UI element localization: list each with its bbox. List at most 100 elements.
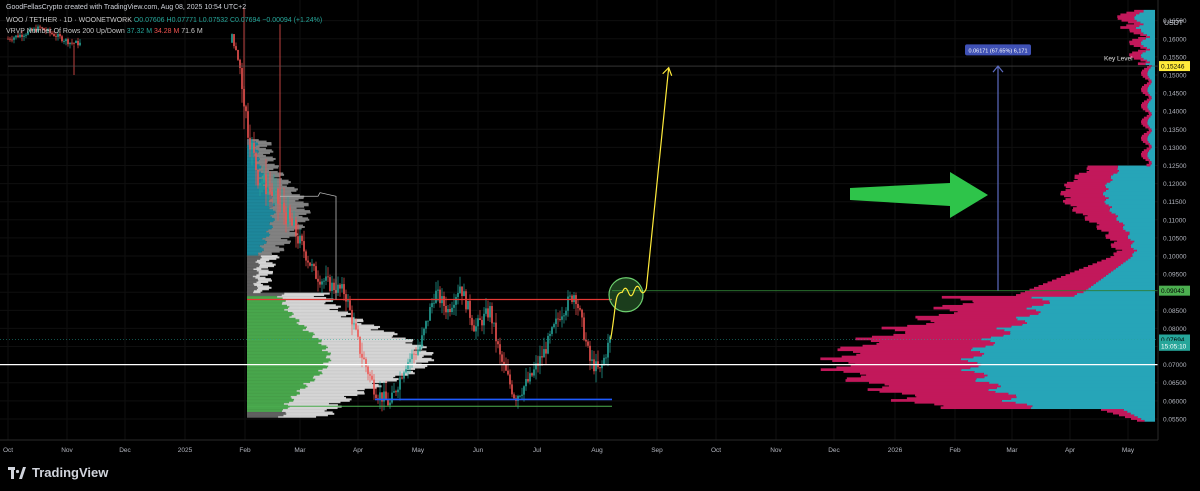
vp-left-row-up bbox=[247, 205, 273, 208]
time-tick-label: Jun bbox=[473, 447, 484, 454]
vp-left-row-up bbox=[247, 276, 256, 279]
price-tick-label: 0.14500 bbox=[1163, 91, 1187, 98]
vp-row-up bbox=[1074, 294, 1155, 297]
price-label-bg bbox=[1159, 61, 1190, 72]
vp-row-down bbox=[1086, 170, 1118, 174]
candle-body bbox=[259, 183, 261, 186]
vp-left-row-up bbox=[247, 330, 309, 333]
price-tick-label: 0.11500 bbox=[1163, 199, 1186, 206]
vp-row-down bbox=[1148, 94, 1152, 98]
candle-body bbox=[497, 341, 499, 345]
vp-row-up bbox=[1135, 26, 1155, 29]
vp-left-row-up bbox=[247, 153, 255, 156]
candle-body bbox=[381, 392, 383, 402]
vp-left-row-down bbox=[254, 283, 263, 286]
candle-body bbox=[565, 310, 567, 316]
vp-row-down bbox=[1065, 185, 1106, 189]
vp-left-row-up bbox=[247, 376, 313, 379]
vp-row-down bbox=[1029, 288, 1086, 292]
vp-row-up bbox=[1139, 24, 1155, 28]
vp-row-up bbox=[1148, 116, 1155, 120]
vp-row-up bbox=[1085, 288, 1155, 292]
vp-left-row-down bbox=[253, 289, 263, 292]
vp-row-down bbox=[1142, 123, 1149, 127]
vp-row-up bbox=[1151, 113, 1155, 116]
vp-left-row-down bbox=[261, 166, 279, 169]
vp-row-down bbox=[1025, 290, 1084, 294]
vp-row-down bbox=[1145, 35, 1150, 38]
vp-row-down bbox=[1149, 113, 1152, 116]
candle-body bbox=[559, 319, 561, 320]
candle-body bbox=[399, 377, 401, 390]
vp-left-row-up bbox=[247, 349, 323, 352]
vp-left-row-down bbox=[257, 142, 272, 145]
vp-row-down bbox=[1096, 225, 1123, 229]
vp-left-row-up bbox=[247, 221, 270, 224]
vp-row-up bbox=[1147, 104, 1155, 107]
vp-left-row-up bbox=[247, 265, 260, 268]
vp-row-down bbox=[1141, 118, 1148, 122]
candle-body bbox=[355, 323, 357, 330]
vp-left-row-down bbox=[269, 223, 298, 226]
candle-body bbox=[547, 335, 549, 354]
vp-left-row-up bbox=[247, 223, 270, 226]
tradingview-logo[interactable]: TradingView bbox=[8, 465, 108, 480]
vp-left-row-up bbox=[247, 414, 284, 417]
vp-row-up bbox=[1105, 189, 1155, 192]
candle-body bbox=[15, 35, 17, 38]
vp-row-up bbox=[1017, 317, 1155, 321]
vp-left-row-down bbox=[270, 233, 299, 236]
candle-body bbox=[377, 398, 379, 399]
vp-row-up bbox=[1123, 227, 1155, 230]
time-tick-label: May bbox=[1122, 447, 1135, 454]
vp-left-row-up bbox=[247, 257, 261, 260]
vp-row-down bbox=[1134, 22, 1144, 26]
vp-row-up bbox=[1149, 125, 1155, 129]
vp-row-up bbox=[1130, 411, 1155, 415]
candle-body bbox=[67, 39, 69, 45]
vp-row-down bbox=[1108, 232, 1130, 236]
candle-body bbox=[557, 318, 559, 320]
vp-row-up bbox=[1132, 241, 1155, 245]
vp-left-row-down bbox=[314, 333, 398, 336]
price-tick-label: 0.06500 bbox=[1163, 380, 1187, 387]
vp-left-row-down bbox=[306, 325, 381, 328]
time-tick-label: Feb bbox=[949, 447, 961, 454]
vp-row-up bbox=[1010, 330, 1155, 334]
candle-body bbox=[11, 39, 13, 41]
vp-left-row-down bbox=[257, 285, 270, 288]
vp-row-up bbox=[1147, 134, 1155, 138]
vp-row-down bbox=[1132, 38, 1143, 42]
vp-left-row-up bbox=[247, 233, 271, 236]
vp-left-row-down bbox=[293, 399, 350, 402]
vp-left-row-down bbox=[299, 391, 365, 394]
candle-body bbox=[469, 300, 471, 318]
vp-row-down bbox=[866, 373, 988, 377]
vp-row-up bbox=[1141, 417, 1155, 420]
vp-left-row-up bbox=[247, 254, 261, 257]
vp-row-up bbox=[1118, 169, 1155, 172]
vp-left-row-up bbox=[247, 369, 319, 372]
vp-row-down bbox=[933, 306, 1027, 310]
candle-body bbox=[531, 373, 533, 376]
vp-left-row-down bbox=[326, 344, 424, 347]
vp-row-down bbox=[1138, 37, 1146, 40]
vp-row-down bbox=[962, 303, 1044, 306]
vp-row-up bbox=[1117, 165, 1155, 169]
vp-row-down bbox=[1084, 218, 1117, 221]
vp-row-down bbox=[1089, 169, 1119, 172]
vp-left-row-down bbox=[258, 156, 273, 159]
vp-row-up bbox=[1130, 243, 1155, 247]
vp-row-down bbox=[841, 355, 974, 359]
candle-body bbox=[563, 315, 565, 317]
vp-row-down bbox=[930, 319, 1025, 323]
candle-body bbox=[585, 339, 587, 342]
vp-row-up bbox=[1128, 257, 1155, 261]
candle-body bbox=[411, 353, 413, 360]
vp-left-row-down bbox=[327, 346, 427, 349]
price-tick-label: 0.08000 bbox=[1163, 326, 1187, 333]
vp-row-down bbox=[1065, 198, 1106, 201]
vp-row-up bbox=[1134, 17, 1155, 20]
vp-left-row-up bbox=[247, 353, 331, 356]
